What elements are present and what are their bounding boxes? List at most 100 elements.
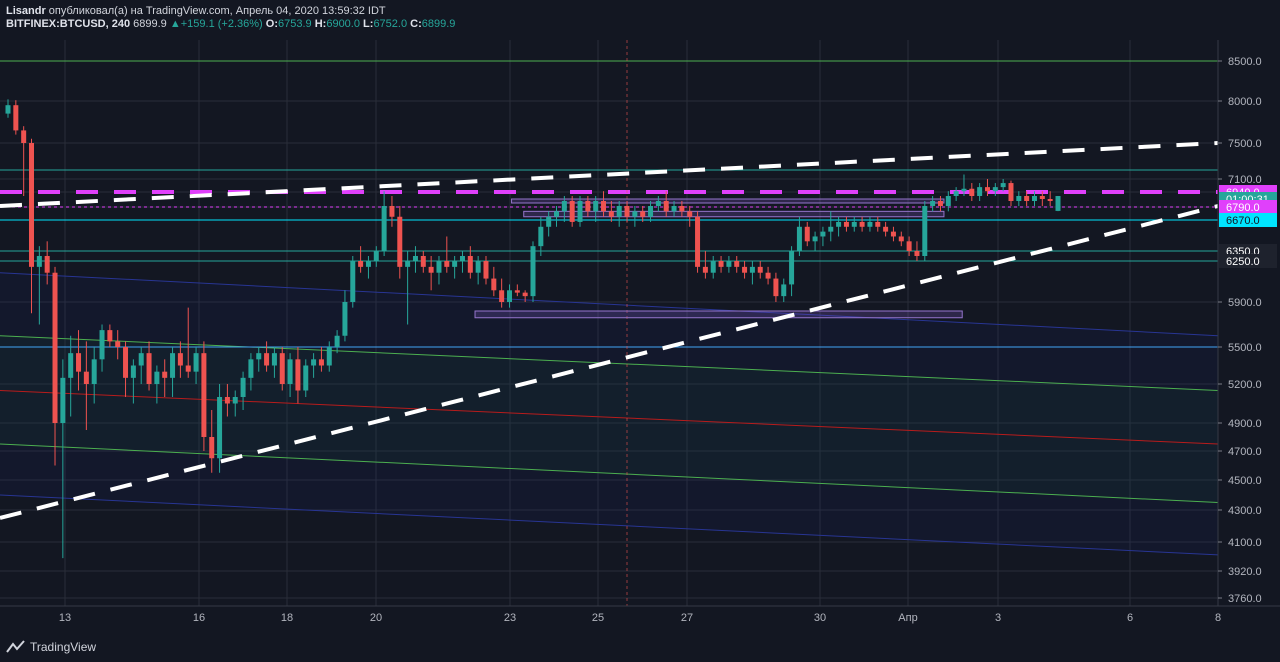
candle-body xyxy=(201,353,207,437)
candle-body xyxy=(248,359,254,378)
candle-body xyxy=(1016,196,1022,201)
candle-body xyxy=(577,201,583,222)
candle-body xyxy=(217,397,223,459)
candle-body xyxy=(875,221,881,227)
candle-body xyxy=(256,353,262,360)
candle-body xyxy=(381,206,387,251)
candle-body xyxy=(561,201,567,212)
candle-body xyxy=(318,359,324,366)
trendline-0 xyxy=(0,204,1219,520)
candle-body xyxy=(193,353,199,372)
tradingview-brand[interactable]: TradingView xyxy=(6,638,96,656)
candle-body xyxy=(68,353,74,378)
candle-body xyxy=(29,143,35,267)
candle-body xyxy=(389,206,395,217)
candle-body xyxy=(546,216,552,227)
candle-body xyxy=(209,437,215,459)
price-tick-label: 5900.0 xyxy=(1228,297,1262,309)
candle-body xyxy=(224,397,230,404)
price-tick-label: 8500.0 xyxy=(1228,56,1262,68)
candle-body xyxy=(373,251,379,261)
candle-body xyxy=(789,251,795,285)
candle-body xyxy=(271,353,277,366)
candle-body xyxy=(326,347,332,366)
trendline-1 xyxy=(0,141,1219,208)
time-tick-label: 3 xyxy=(995,612,1001,624)
price-tick-label: 4300.0 xyxy=(1228,505,1262,517)
price-badge xyxy=(1219,254,1277,268)
close-value: 6899.9 xyxy=(421,18,456,30)
channel-outer-fill xyxy=(0,272,1218,555)
plot-area xyxy=(0,40,1218,606)
chart-header: Lisandr опубликовал(а) на TradingView.co… xyxy=(0,0,1280,36)
candle-body xyxy=(671,206,677,212)
candle-body xyxy=(601,201,607,212)
candle-body xyxy=(859,221,865,227)
candle-body xyxy=(890,231,896,237)
price-badge xyxy=(1219,200,1277,214)
candle-body xyxy=(969,188,975,196)
channel-line-2 xyxy=(0,443,1219,503)
candle-body xyxy=(185,365,191,372)
candle-body xyxy=(514,290,520,293)
candle-body xyxy=(21,130,27,143)
candle-body xyxy=(718,261,724,267)
candle-body xyxy=(640,211,646,217)
candle-body xyxy=(530,246,536,297)
candle-body xyxy=(240,377,246,397)
candle-body xyxy=(334,335,340,347)
open-value: 6753.9 xyxy=(278,18,312,30)
candle-body xyxy=(702,266,708,273)
candle-body xyxy=(687,211,693,217)
channel-line-4 xyxy=(0,494,1219,556)
symbol-label[interactable]: BITFINEX:BTCUSD, 240 xyxy=(6,18,131,30)
candle-body xyxy=(115,341,121,347)
candle-body xyxy=(616,206,622,217)
candle-body xyxy=(475,261,481,273)
brand-label: TradingView xyxy=(30,640,97,654)
publisher-name[interactable]: Lisandr xyxy=(6,5,46,17)
candle-body xyxy=(898,236,904,242)
candle-body xyxy=(655,201,661,206)
candle-body xyxy=(491,278,497,291)
candle-body xyxy=(358,261,364,267)
candle-body xyxy=(851,221,857,227)
publish-line: Lisandr опубликовал(а) на TradingView.co… xyxy=(6,5,1274,18)
candle-body xyxy=(1031,196,1037,201)
candle-body xyxy=(405,261,411,267)
close-label: C: xyxy=(410,18,422,30)
candle-body xyxy=(412,256,418,261)
candle-body xyxy=(5,105,11,114)
candle-body xyxy=(930,201,936,206)
candle-body xyxy=(428,266,434,273)
candle-body xyxy=(961,188,967,192)
candle-body xyxy=(91,359,97,384)
time-tick-label: 25 xyxy=(592,612,604,624)
candle-body xyxy=(648,206,654,217)
candle-body xyxy=(436,261,442,273)
candle-body xyxy=(796,226,802,251)
price-change: +159.1 (+2.36%) xyxy=(180,18,263,30)
time-tick-label: 27 xyxy=(681,612,693,624)
candle-body xyxy=(170,353,176,378)
candle-body xyxy=(287,359,293,384)
low-label: L: xyxy=(363,18,374,30)
candle-body xyxy=(742,266,748,273)
price-tick-label: 4100.0 xyxy=(1228,537,1262,549)
candle-body xyxy=(836,221,842,227)
candle-body xyxy=(804,226,810,242)
time-tick-label: 30 xyxy=(814,612,826,624)
candle-body xyxy=(922,206,928,256)
candle-body xyxy=(365,261,371,267)
candle-body xyxy=(734,261,740,267)
price-tick-label: 8000.0 xyxy=(1228,96,1262,108)
candle-body xyxy=(123,347,129,378)
candle-body xyxy=(452,261,458,267)
candle-body xyxy=(13,105,19,131)
price-axis xyxy=(1218,40,1280,606)
candle-body xyxy=(992,187,998,192)
candle-body xyxy=(585,201,591,212)
candle-body xyxy=(1000,183,1006,188)
price-tick-label: 4900.0 xyxy=(1228,418,1262,430)
